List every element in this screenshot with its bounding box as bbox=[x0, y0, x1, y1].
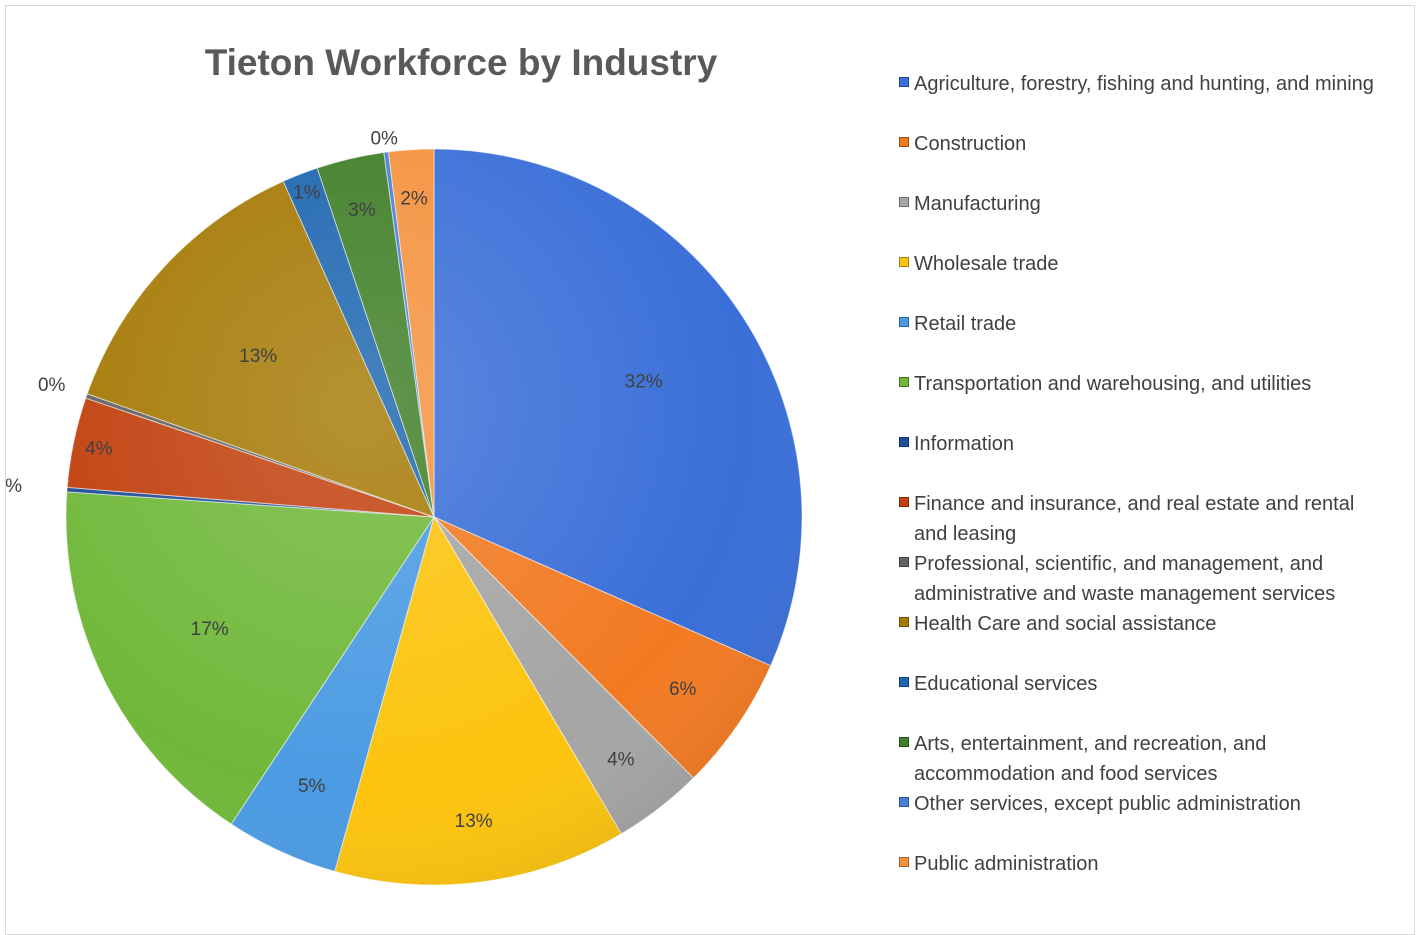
legend-label: Construction bbox=[914, 133, 1027, 155]
legend-swatch bbox=[899, 497, 909, 507]
legend-swatch bbox=[899, 857, 909, 867]
legend-swatch bbox=[899, 677, 909, 687]
data-label: 0% bbox=[370, 129, 398, 150]
legend-label: Wholesale trade bbox=[914, 253, 1059, 275]
legend-swatch bbox=[899, 377, 909, 387]
data-label: 13% bbox=[239, 346, 277, 367]
chart-title: Tieton Workforce by Industry bbox=[204, 42, 718, 83]
chart-area: Tieton Workforce by Industry 32% 6% 4% 13% 5… bbox=[5, 5, 1415, 935]
data-label: 5% bbox=[298, 776, 326, 797]
data-label: 17% bbox=[191, 619, 229, 640]
legend-item: Manufacturing bbox=[899, 189, 1384, 219]
legend-item: Professional, scientific, and management… bbox=[899, 549, 1384, 609]
legend-item: Arts, entertainment, and recreation, and… bbox=[899, 729, 1384, 789]
legend-label: Arts, entertainment, and recreation, and… bbox=[914, 733, 1267, 785]
data-label: 0% bbox=[38, 375, 66, 396]
data-label: 13% bbox=[455, 811, 493, 832]
data-label: 0% bbox=[6, 476, 22, 497]
legend-swatch bbox=[899, 737, 909, 747]
legend-item: Other services, except public administra… bbox=[899, 789, 1384, 819]
legend-swatch bbox=[899, 437, 909, 447]
legend-item: Information bbox=[899, 429, 1384, 459]
legend-item: Health Care and social assistance bbox=[899, 609, 1384, 639]
data-label: 3% bbox=[348, 200, 376, 221]
legend-item: Construction bbox=[899, 129, 1384, 159]
legend-label: Educational services bbox=[914, 673, 1098, 695]
legend-swatch bbox=[899, 137, 909, 147]
legend-swatch bbox=[899, 257, 909, 267]
legend-swatch bbox=[899, 557, 909, 567]
data-label: 2% bbox=[400, 189, 428, 210]
legend-label: Professional, scientific, and management… bbox=[914, 553, 1336, 605]
data-label: 4% bbox=[607, 750, 635, 771]
data-label: 1% bbox=[293, 182, 321, 203]
legend-item: Educational services bbox=[899, 669, 1384, 699]
legend-label: Agriculture, forestry, fishing and hunti… bbox=[914, 73, 1374, 95]
legend-label: Health Care and social assistance bbox=[914, 613, 1217, 635]
pie-chart: 32% 6% 4% 13% 5% 17% 0% 4% 0% 13% 1% 3% 0% 2% bbox=[6, 129, 803, 886]
data-label: 6% bbox=[669, 679, 697, 700]
legend-item: Finance and insurance, and real estate a… bbox=[899, 489, 1384, 549]
legend-label: Finance and insurance, and real estate a… bbox=[914, 493, 1355, 545]
data-label: 32% bbox=[625, 371, 663, 392]
legend-label: Transportation and warehousing, and util… bbox=[914, 373, 1312, 395]
legend-item: Retail trade bbox=[899, 309, 1384, 339]
data-label: 4% bbox=[85, 438, 113, 459]
legend-label: Other services, except public administra… bbox=[914, 793, 1301, 815]
legend-label: Public administration bbox=[914, 853, 1099, 875]
legend-item: Transportation and warehousing, and util… bbox=[899, 369, 1384, 399]
legend-swatch bbox=[899, 317, 909, 327]
legend-swatch bbox=[899, 197, 909, 207]
legend-item: Agriculture, forestry, fishing and hunti… bbox=[899, 69, 1384, 99]
legend-label: Retail trade bbox=[914, 313, 1017, 335]
legend-swatch bbox=[899, 797, 909, 807]
legend-swatch bbox=[899, 77, 909, 87]
legend-item: Public administration bbox=[899, 849, 1384, 879]
legend-item: Wholesale trade bbox=[899, 249, 1384, 279]
legend-label: Manufacturing bbox=[914, 193, 1041, 215]
legend-label: Information bbox=[914, 433, 1015, 455]
legend-swatch bbox=[899, 617, 909, 627]
